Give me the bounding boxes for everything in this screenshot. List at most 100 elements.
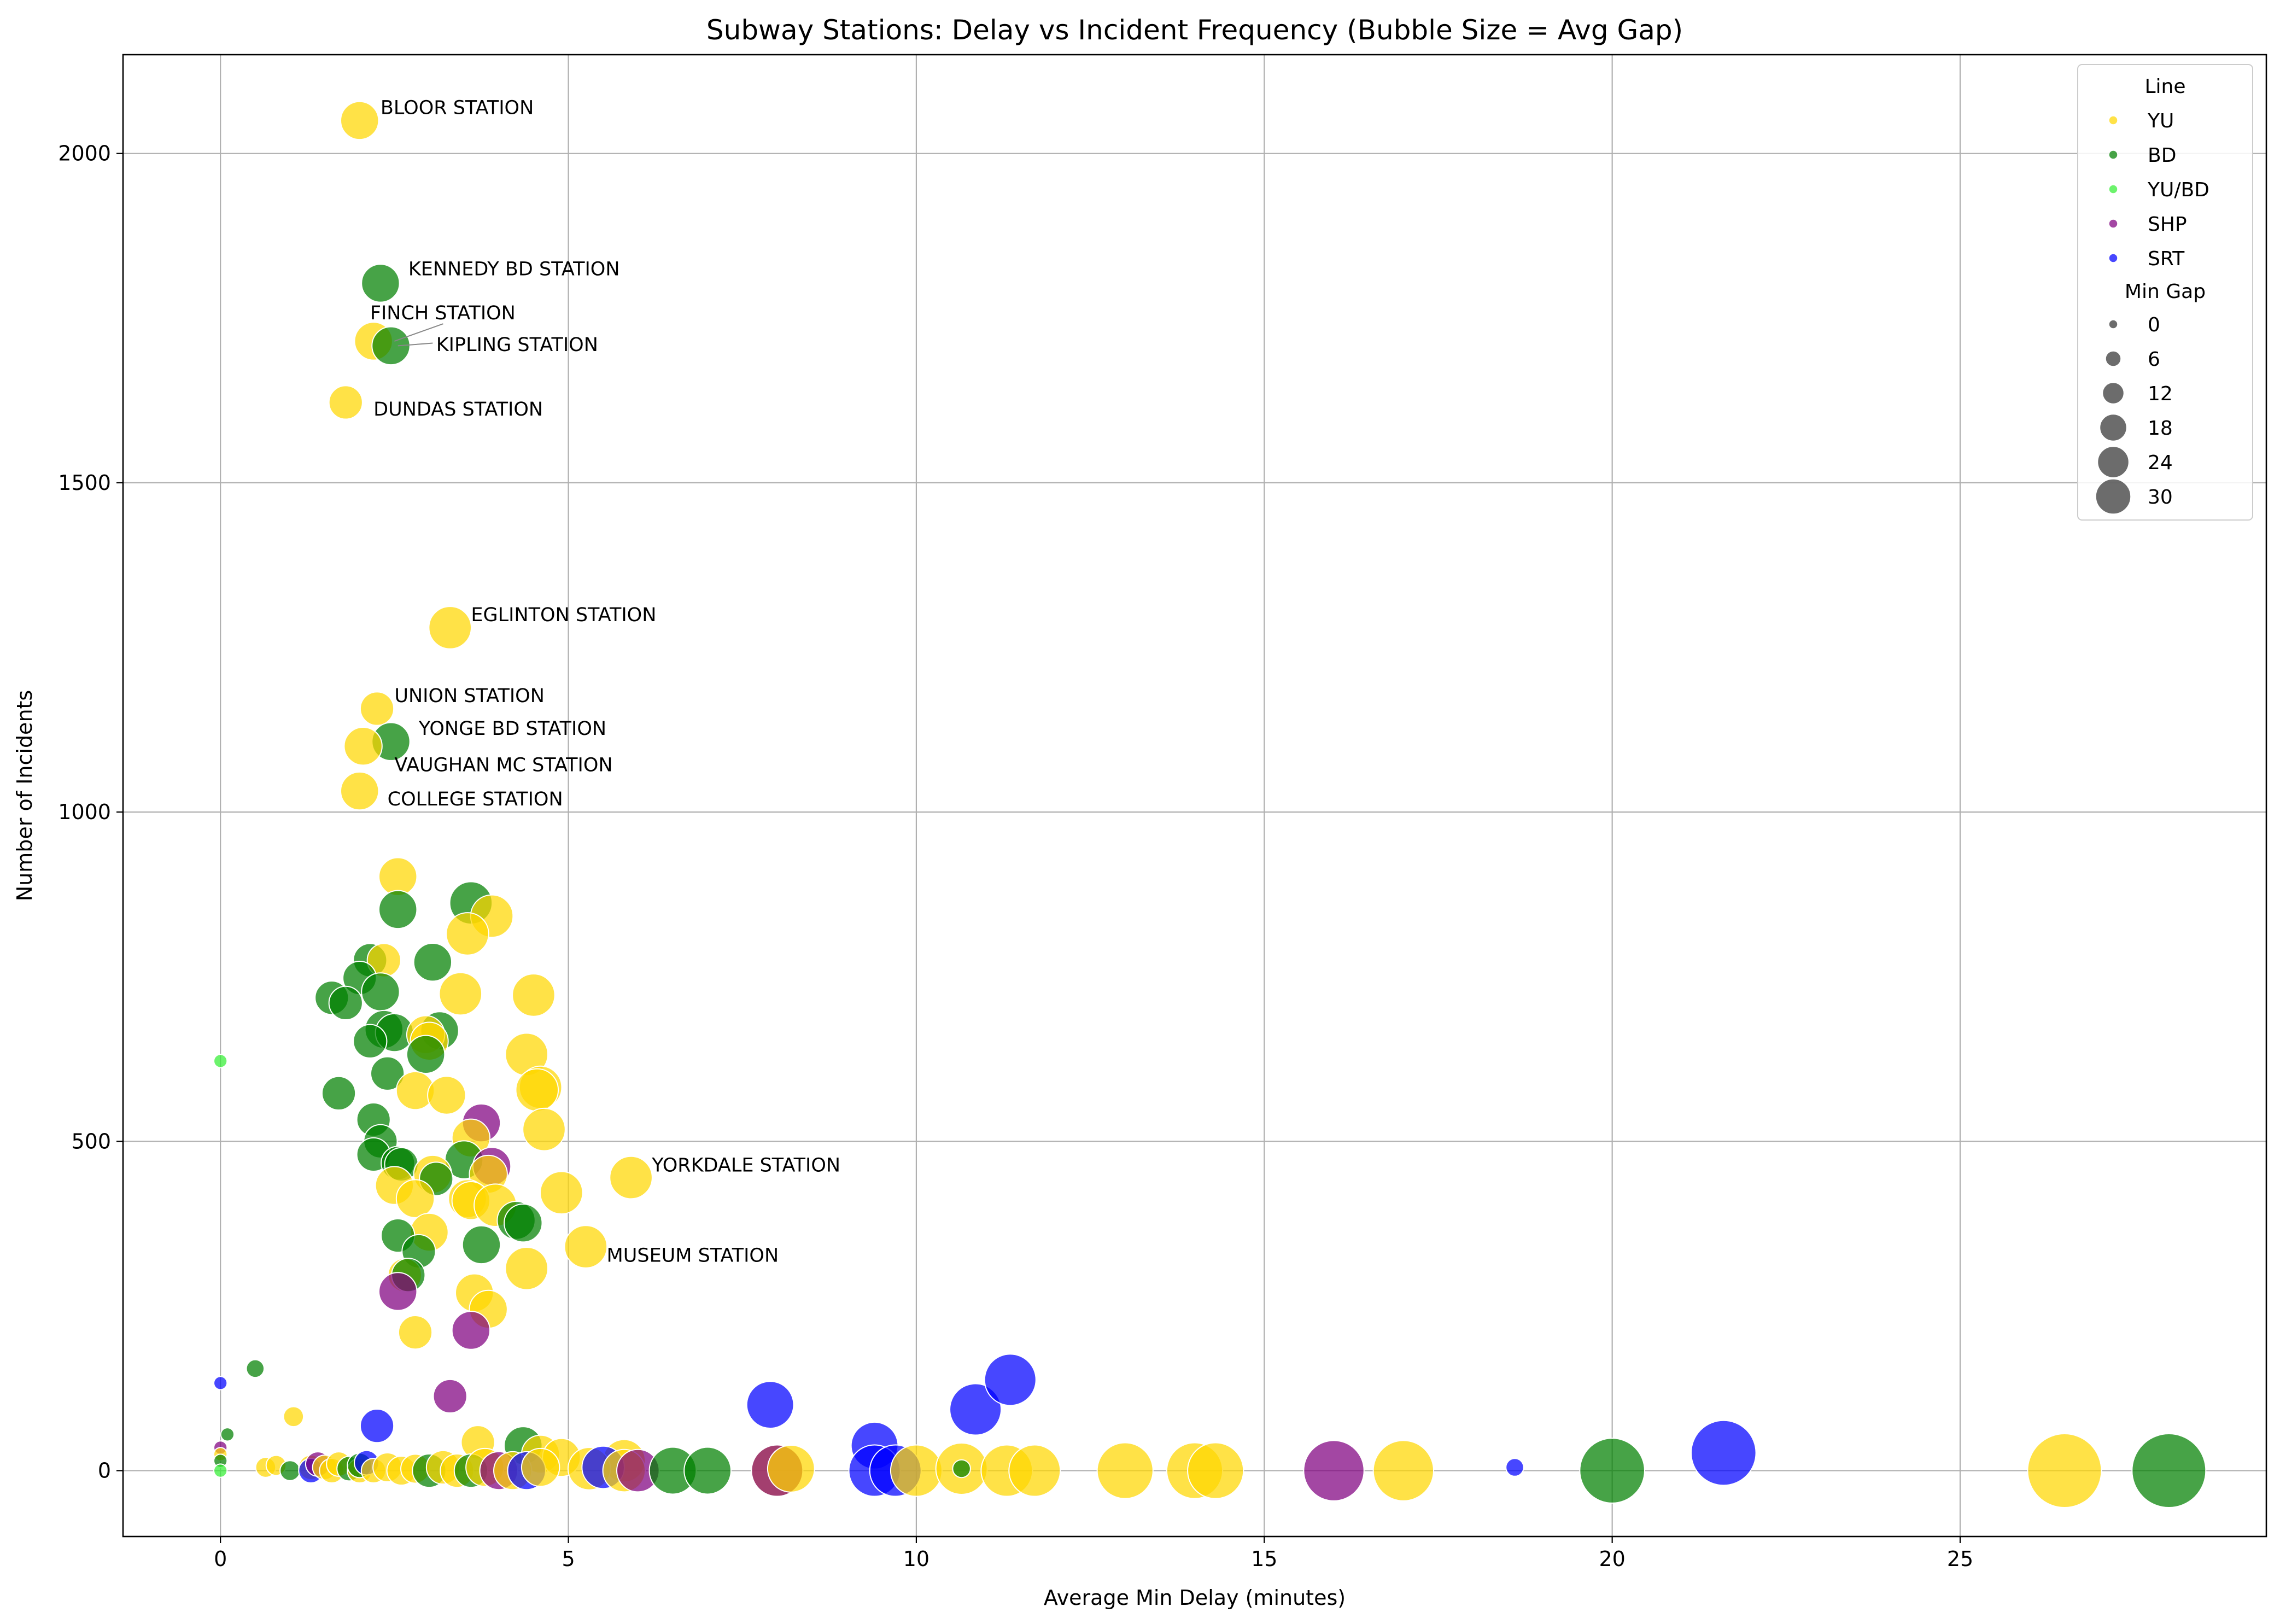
data-point-shp	[1303, 1440, 1365, 1502]
data-point-yu	[515, 1068, 559, 1112]
data-point-yu	[428, 606, 472, 650]
legend-marker	[2108, 115, 2118, 125]
x-tick-label: 10	[903, 1547, 929, 1571]
data-point-yu	[446, 912, 489, 956]
data-point-bd	[361, 972, 400, 1012]
data-point-yu	[340, 771, 379, 811]
data-point-bd	[353, 1024, 388, 1059]
station-annotation: MUSEUM STATION	[607, 1245, 779, 1267]
station-annotation: DUNDAS STATION	[373, 399, 543, 420]
data-point-bd	[504, 1203, 543, 1243]
data-point-yu	[767, 1445, 815, 1493]
data-point-yu	[378, 857, 418, 896]
legend-marker	[2108, 253, 2118, 263]
data-points	[213, 101, 2207, 1509]
data-point-bd	[378, 890, 418, 930]
station-annotation: COLLEGE STATION	[388, 788, 563, 810]
station-annotation: BLOOR STATION	[381, 97, 534, 119]
data-point-yu	[1372, 1440, 1435, 1502]
legend-label: SRT	[2148, 248, 2185, 270]
data-point-bd	[413, 943, 453, 982]
data-point-shp	[451, 1311, 491, 1350]
data-point-yu	[343, 726, 383, 766]
x-tick-label: 5	[562, 1547, 575, 1571]
legend-marker	[2108, 184, 2118, 194]
legend-label: BD	[2148, 144, 2176, 167]
data-point-bd	[361, 264, 400, 303]
data-point-bd	[406, 1035, 446, 1074]
data-point-bd	[370, 1056, 405, 1091]
y-tick-label: 0	[98, 1459, 111, 1483]
legend-title-line: Line	[2144, 75, 2185, 98]
data-point-bd	[220, 1427, 235, 1442]
data-point-yu	[505, 1246, 548, 1290]
x-axis-ticks: 0 5 10 15 20 25	[214, 1537, 1973, 1571]
y-axis-ticks: 0 500 1000 1500 2000	[58, 142, 123, 1483]
y-tick-label: 1500	[58, 471, 111, 495]
data-point-srt	[1690, 1419, 1757, 1486]
legend-size-label: 6	[2148, 348, 2160, 371]
y-tick-label: 2000	[58, 142, 111, 166]
legend-size-label: 24	[2148, 452, 2173, 474]
data-point-yu-bd	[213, 1463, 228, 1478]
legend-box	[2077, 64, 2253, 521]
data-point-yu	[2027, 1433, 2102, 1509]
legend: Line YU BD YU/BD SHP SRT Min Gap 0 6 12 18 24 30	[2077, 64, 2253, 521]
station-annotation: KENNEDY BD STATION	[408, 258, 620, 280]
data-point-yu	[521, 1447, 560, 1487]
data-point-bd	[279, 1460, 301, 1481]
annotation-arrow	[394, 323, 443, 342]
chart-title: Subway Stations: Delay vs Incident Frequ…	[706, 14, 1683, 46]
plot-frame	[122, 54, 2267, 1538]
annotations: BLOOR STATION KENNEDY BD STATION FINCH STA…	[370, 97, 840, 1266]
data-point-yu-bd	[213, 1054, 228, 1068]
legend-size-label: 30	[2148, 486, 2173, 509]
data-point-yu	[1187, 1442, 1244, 1499]
data-point-shp	[378, 1272, 418, 1311]
data-point-srt	[746, 1381, 794, 1429]
data-point-yu	[1096, 1442, 1154, 1499]
data-point-shp	[432, 1378, 467, 1414]
data-point-yu	[522, 1107, 566, 1152]
data-point-bd	[952, 1459, 971, 1479]
legend-label: YU	[2147, 110, 2174, 132]
legend-size-marker	[2105, 350, 2121, 367]
y-tick-label: 500	[71, 1129, 111, 1153]
data-point-yu	[439, 972, 483, 1016]
data-point-yu	[512, 973, 556, 1017]
data-point-srt	[984, 1353, 1037, 1406]
annotation-arrow	[397, 342, 433, 347]
legend-size-marker	[2108, 319, 2118, 329]
data-point-srt	[213, 1376, 228, 1391]
legend-marker	[2108, 219, 2118, 229]
legend-size-label: 12	[2148, 383, 2173, 405]
x-axis-label: Average Min Delay (minutes)	[1044, 1586, 1346, 1610]
y-tick-label: 1000	[58, 800, 111, 824]
data-point-bd	[683, 1446, 732, 1495]
x-tick-label: 25	[1947, 1547, 1973, 1571]
station-annotation: YORKDALE STATION	[651, 1155, 840, 1177]
legend-size-label: 0	[2148, 314, 2160, 336]
station-annotation: VAUGHAN MC STATION	[394, 754, 612, 776]
data-point-bd	[245, 1359, 265, 1378]
x-tick-label: 15	[1251, 1547, 1277, 1571]
legend-marker	[2108, 150, 2118, 160]
station-annotation: KIPLING STATION	[436, 334, 598, 356]
data-point-yu	[397, 1315, 433, 1350]
legend-label: SHP	[2148, 213, 2187, 236]
data-point-yu	[359, 691, 395, 726]
data-point-srt	[359, 1409, 395, 1444]
x-tick-label: 20	[1599, 1547, 1625, 1571]
legend-size-label: 18	[2148, 417, 2173, 440]
data-point-bd	[1579, 1438, 1645, 1504]
data-point-yu	[340, 101, 379, 141]
data-point-bd	[371, 326, 411, 366]
data-point-yu	[427, 1076, 466, 1115]
data-point-yu	[1008, 1444, 1061, 1497]
legend-title-size: Min Gap	[2125, 281, 2206, 303]
data-point-yu	[890, 1444, 943, 1497]
data-point-srt	[949, 1383, 1002, 1436]
y-axis-label: Number of Incidents	[13, 690, 37, 901]
data-point-yu	[283, 1406, 305, 1428]
legend-size-marker	[2095, 478, 2131, 515]
